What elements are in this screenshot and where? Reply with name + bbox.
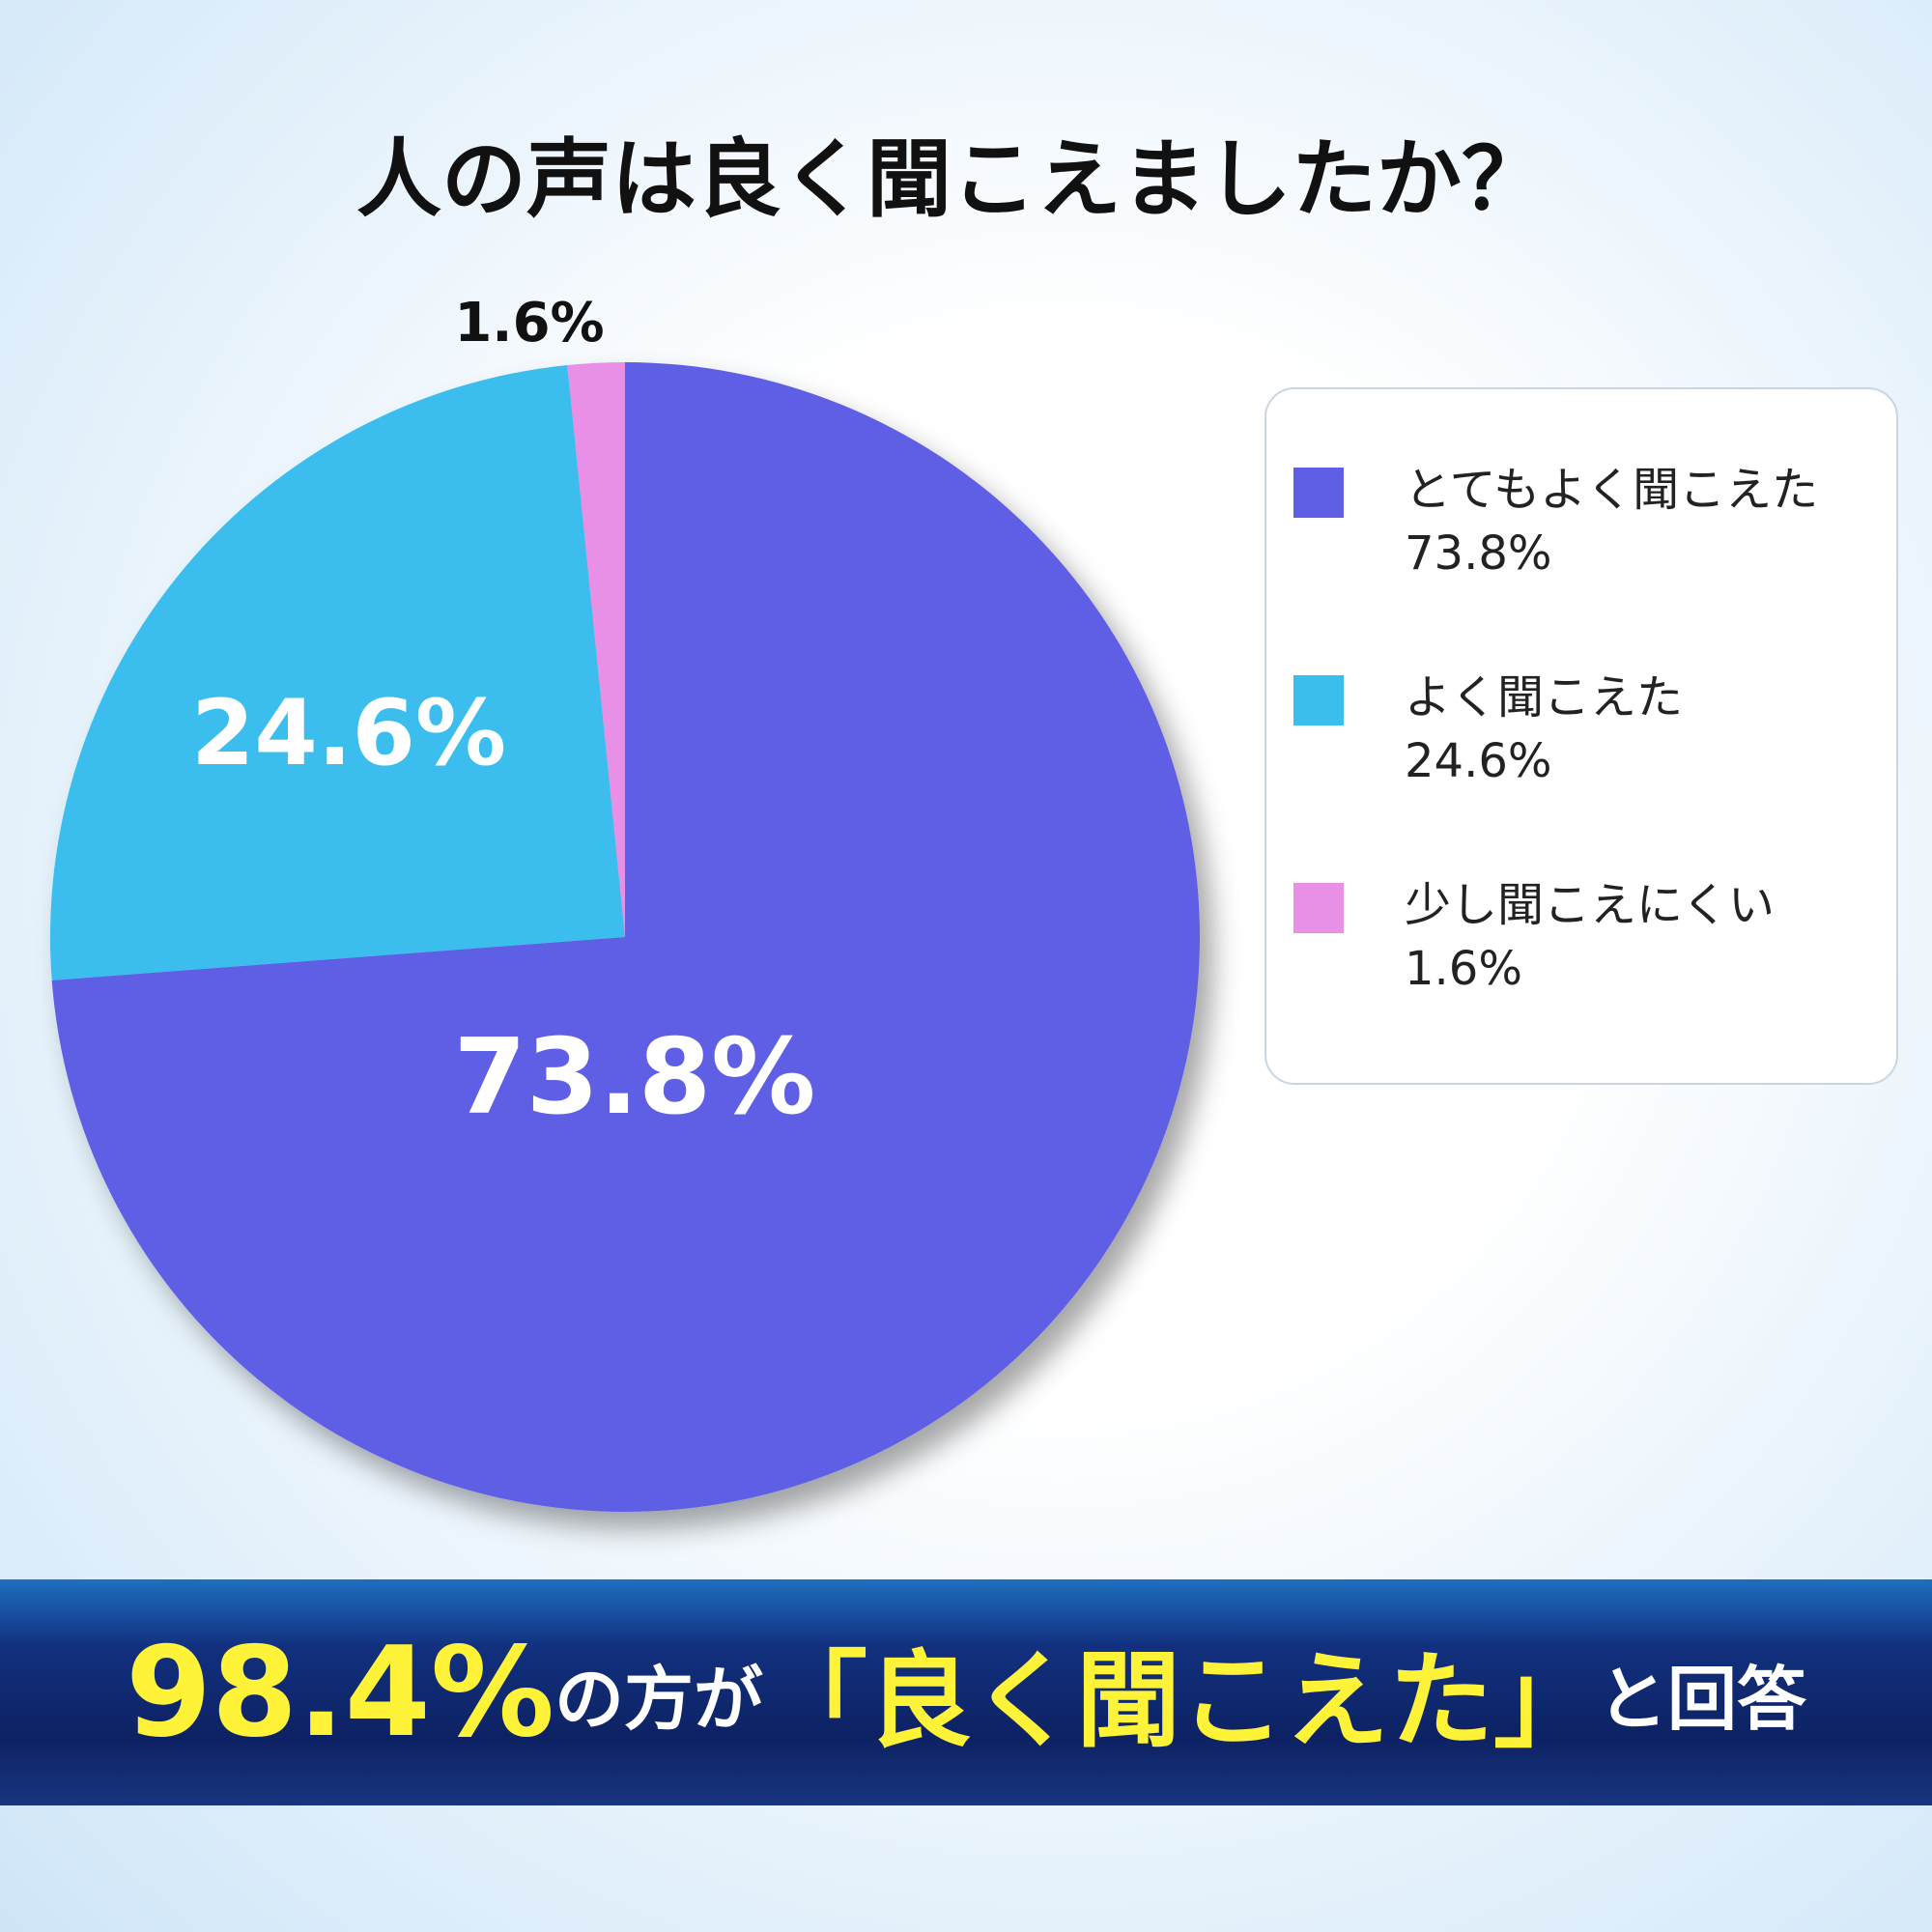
banner-highlight: 98.4% — [125, 1620, 554, 1765]
legend-swatch — [1293, 468, 1344, 518]
legend-box — [1264, 387, 1898, 1085]
pie — [50, 362, 1200, 1512]
legend-swatch — [1293, 675, 1344, 725]
slice-label: 1.6% — [454, 292, 604, 355]
banner-quote: 「良く聞こえた」 — [763, 1641, 1599, 1762]
legend-swatch — [1293, 883, 1344, 933]
chart: 人の声は良く聞こえましたか？ とてもよく聞こえた 73.8% よく聞こえた 24.6%… — [50, 129, 1898, 1512]
banner-text: の方が — [554, 1658, 764, 1740]
legend-label: とてもよく聞こえた — [1405, 463, 1818, 517]
slice-label: 73.8% — [454, 1017, 816, 1138]
legend-label: よく聞こえた — [1405, 670, 1683, 724]
legend-value: 24.6% — [1405, 734, 1551, 788]
banner-text: と回答 — [1598, 1658, 1807, 1740]
pie-slice — [51, 362, 1200, 1512]
pie-slice — [50, 365, 625, 980]
legend-label: 少し聞こえにくい — [1405, 878, 1775, 932]
slice-labels: 73.8% 24.6% 1.6% — [191, 292, 815, 1138]
summary-banner: 98.4% の方が 「良く聞こえた」 と回答 — [0, 1579, 1932, 1805]
chart-title: 人の声は良く聞こえましたか？ — [356, 129, 1547, 229]
legend: とてもよく聞こえた 73.8% よく聞こえた 24.6% 少し聞こえにくい 1.6% — [1293, 463, 1818, 996]
pie-slice — [567, 362, 625, 937]
legend-value: 73.8% — [1405, 526, 1551, 581]
slice-label: 24.6% — [191, 681, 506, 786]
legend-value: 1.6% — [1405, 942, 1522, 996]
